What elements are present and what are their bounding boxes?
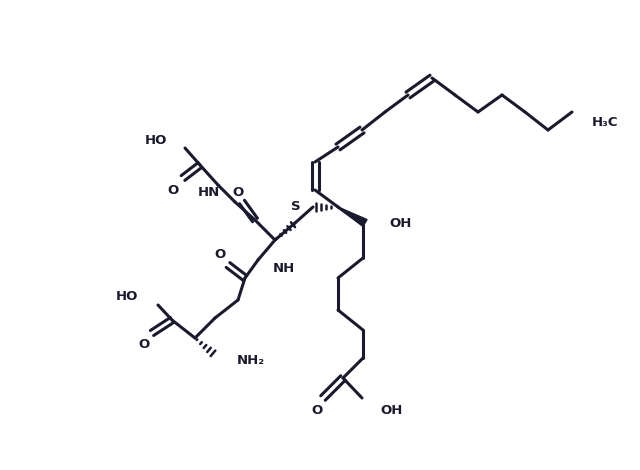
Text: H₃C: H₃C — [592, 116, 618, 128]
Text: HO: HO — [116, 290, 138, 304]
Text: O: O — [138, 338, 150, 352]
Text: OH: OH — [380, 404, 403, 416]
Text: O: O — [168, 183, 179, 196]
Text: O: O — [232, 186, 244, 198]
Text: NH₂: NH₂ — [237, 353, 265, 367]
Text: HO: HO — [145, 133, 167, 147]
Polygon shape — [338, 207, 367, 227]
Text: NH: NH — [273, 261, 295, 274]
Text: O: O — [214, 249, 226, 261]
Text: S: S — [291, 201, 301, 213]
Text: HN: HN — [198, 186, 220, 198]
Text: O: O — [312, 404, 323, 416]
Text: OH: OH — [389, 217, 412, 229]
